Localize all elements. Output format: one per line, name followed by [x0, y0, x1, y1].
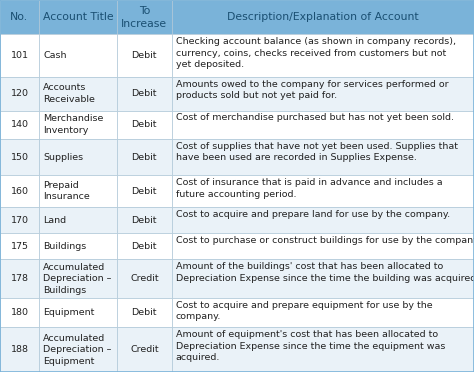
Bar: [39, 0, 117, 34]
Bar: [172, 110, 474, 139]
Bar: [117, 110, 172, 139]
Bar: [0, 139, 39, 175]
Text: 175: 175: [10, 242, 28, 251]
Bar: [172, 207, 474, 233]
Bar: [117, 233, 172, 259]
Text: Buildings: Buildings: [43, 242, 86, 251]
Bar: [0, 0, 39, 34]
Bar: [117, 327, 172, 372]
Text: Land: Land: [43, 215, 66, 225]
Bar: [117, 207, 172, 233]
Text: Supplies: Supplies: [43, 153, 83, 161]
Text: Credit: Credit: [130, 274, 159, 283]
Text: 120: 120: [10, 89, 28, 98]
Bar: [0, 298, 39, 327]
Bar: [117, 139, 172, 175]
Bar: [39, 77, 117, 110]
Text: Cost of merchandise purchased but has not yet been sold.: Cost of merchandise purchased but has no…: [176, 113, 454, 122]
Text: Cost to purchase or construct buildings for use by the company.: Cost to purchase or construct buildings …: [176, 236, 474, 245]
Text: 101: 101: [10, 51, 28, 60]
Bar: [0, 327, 39, 372]
Text: Account Title: Account Title: [43, 12, 113, 22]
Bar: [39, 233, 117, 259]
Text: 178: 178: [10, 274, 28, 283]
Bar: [0, 207, 39, 233]
Bar: [39, 327, 117, 372]
Text: Accumulated
Depreciation –
Buildings: Accumulated Depreciation – Buildings: [43, 263, 111, 295]
Bar: [117, 0, 172, 34]
Text: Debit: Debit: [132, 89, 157, 98]
Text: Credit: Credit: [130, 345, 159, 354]
Bar: [39, 139, 117, 175]
Bar: [117, 77, 172, 110]
Text: Description/Explanation of Account: Description/Explanation of Account: [227, 12, 419, 22]
Text: Debit: Debit: [132, 308, 157, 317]
Bar: [117, 34, 172, 77]
Bar: [117, 298, 172, 327]
Bar: [172, 175, 474, 207]
Text: Debit: Debit: [132, 187, 157, 196]
Text: No.: No.: [10, 12, 28, 22]
Bar: [172, 298, 474, 327]
Bar: [172, 259, 474, 298]
Text: Cost to acquire and prepare land for use by the company.: Cost to acquire and prepare land for use…: [176, 210, 450, 219]
Bar: [172, 34, 474, 77]
Bar: [172, 77, 474, 110]
Text: Debit: Debit: [132, 51, 157, 60]
Text: 160: 160: [10, 187, 28, 196]
Text: Checking account balance (as shown in company records),
currency, coins, checks : Checking account balance (as shown in co…: [176, 37, 456, 69]
Text: Cash: Cash: [43, 51, 67, 60]
Text: 170: 170: [10, 215, 28, 225]
Bar: [0, 34, 39, 77]
Text: 150: 150: [10, 153, 28, 161]
Text: Equipment: Equipment: [43, 308, 94, 317]
Bar: [172, 0, 474, 34]
Text: Amounts owed to the company for services performed or
products sold but not yet : Amounts owed to the company for services…: [176, 80, 448, 100]
Text: 180: 180: [10, 308, 28, 317]
Bar: [0, 110, 39, 139]
Bar: [0, 233, 39, 259]
Bar: [0, 77, 39, 110]
Bar: [39, 259, 117, 298]
Bar: [172, 139, 474, 175]
Text: Debit: Debit: [132, 153, 157, 161]
Text: Merchandise
Inventory: Merchandise Inventory: [43, 115, 103, 135]
Text: Accumulated
Depreciation –
Equipment: Accumulated Depreciation – Equipment: [43, 334, 111, 366]
Bar: [39, 175, 117, 207]
Bar: [39, 34, 117, 77]
Text: Cost of supplies that have not yet been used. Supplies that
have been used are r: Cost of supplies that have not yet been …: [176, 142, 458, 162]
Text: Debit: Debit: [132, 242, 157, 251]
Text: To
Increase: To Increase: [121, 6, 167, 29]
Text: Debit: Debit: [132, 120, 157, 129]
Bar: [117, 175, 172, 207]
Bar: [39, 298, 117, 327]
Text: Accounts
Receivable: Accounts Receivable: [43, 83, 95, 104]
Bar: [39, 207, 117, 233]
Text: 188: 188: [10, 345, 28, 354]
Bar: [172, 233, 474, 259]
Bar: [0, 175, 39, 207]
Text: Amount of equipment's cost that has been allocated to
Depreciation Expense since: Amount of equipment's cost that has been…: [176, 330, 445, 362]
Bar: [39, 110, 117, 139]
Text: Cost to acquire and prepare equipment for use by the
company.: Cost to acquire and prepare equipment fo…: [176, 301, 432, 321]
Bar: [117, 259, 172, 298]
Text: Amount of the buildings' cost that has been allocated to
Depreciation Expense si: Amount of the buildings' cost that has b…: [176, 262, 474, 283]
Text: Debit: Debit: [132, 215, 157, 225]
Text: Cost of insurance that is paid in advance and includes a
future accounting perio: Cost of insurance that is paid in advanc…: [176, 178, 442, 199]
Bar: [172, 327, 474, 372]
Text: 140: 140: [10, 120, 28, 129]
Text: Prepaid
Insurance: Prepaid Insurance: [43, 181, 90, 201]
Bar: [0, 259, 39, 298]
